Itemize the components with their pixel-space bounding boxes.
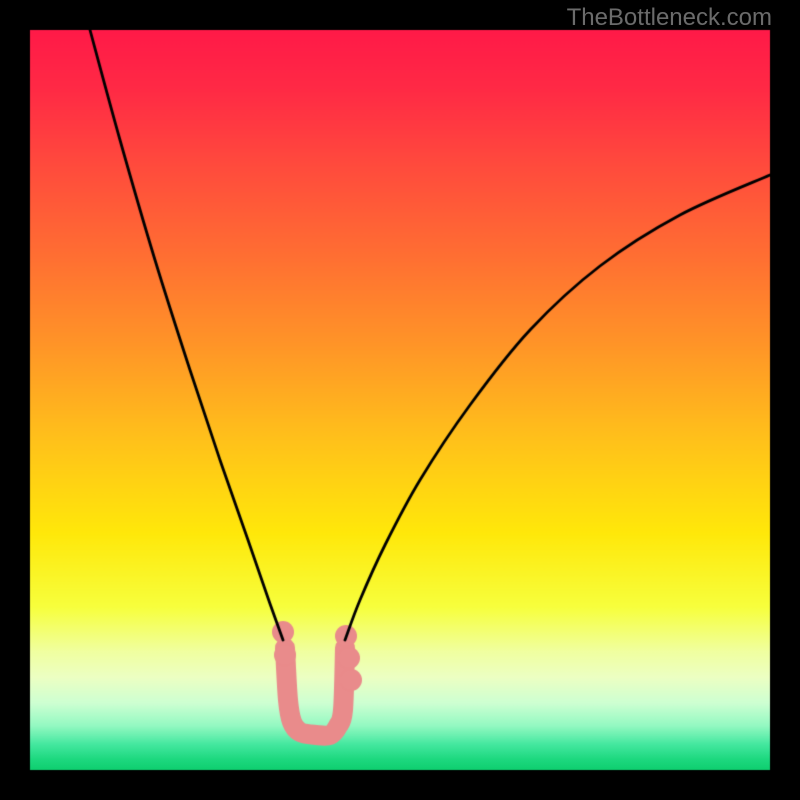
source-watermark: TheBottleneck.com (567, 4, 772, 32)
chart-stage: TheBottleneck.com (0, 0, 800, 800)
gradient-chart-canvas (0, 0, 800, 800)
